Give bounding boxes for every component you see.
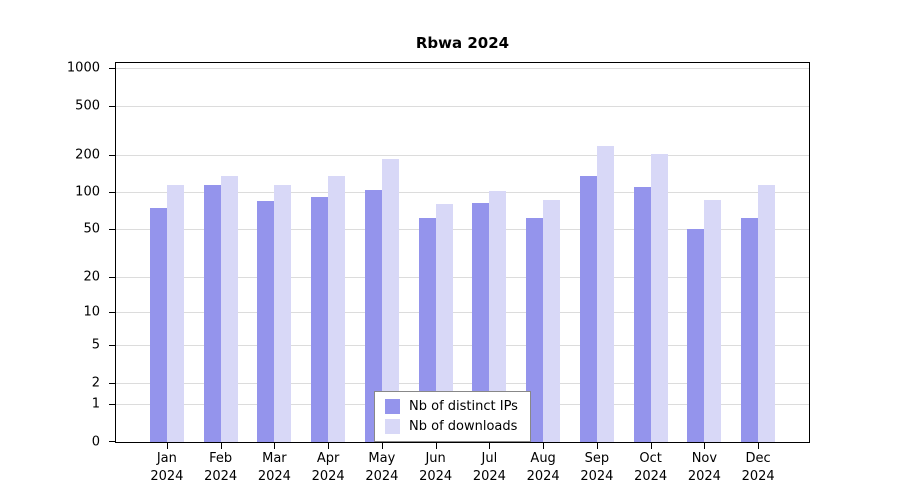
chart-title: Rbwa 2024: [415, 34, 510, 52]
legend-label-distinct-ips: Nb of distinct IPs: [409, 399, 518, 414]
y-axis-labels: 0 1 2 5 10 20 50 100 200 500 1000: [0, 60, 100, 449]
x-tick-label: Aug 2024: [526, 451, 560, 484]
bar-downloads: [381, 159, 399, 442]
bar-distinct-ips: [311, 196, 329, 442]
y-tick-label: 1: [91, 396, 100, 412]
x-tick-label: Mar 2024: [257, 451, 291, 484]
x-axis-tick: [328, 443, 330, 449]
y-tick-label: 20: [83, 269, 100, 285]
bar-distinct-ips: [418, 217, 436, 442]
x-axis-tick: [596, 443, 598, 449]
x-tick-label: Jun 2024: [419, 451, 453, 484]
x-tick-label: Oct 2024: [634, 451, 668, 484]
y-axis-tick: [109, 105, 116, 107]
legend-item-downloads: Nb of downloads: [385, 419, 518, 434]
gridline: [116, 105, 809, 107]
gridline: [116, 68, 809, 70]
y-tick-label: 100: [75, 184, 100, 200]
x-axis-tick: [220, 443, 222, 449]
x-axis-tick: [489, 443, 491, 449]
bar-distinct-ips: [633, 187, 651, 442]
y-tick-label: 10: [83, 304, 100, 320]
bar-distinct-ips: [203, 184, 221, 442]
legend-swatch-distinct-ips: [385, 399, 400, 414]
y-axis-tick: [109, 441, 116, 442]
bar-distinct-ips: [257, 200, 275, 442]
bar-downloads: [650, 153, 668, 442]
x-tick-label: Nov 2024: [687, 451, 721, 484]
y-tick-label: 2: [91, 375, 100, 391]
legend: Nb of distinct IPs Nb of downloads: [374, 391, 531, 442]
x-tick-label: Feb 2024: [204, 451, 238, 484]
y-axis-tick: [109, 312, 116, 314]
x-tick-label: Sep 2024: [580, 451, 614, 484]
y-axis-tick: [109, 404, 116, 406]
x-axis-tick: [543, 443, 545, 449]
bar-downloads: [543, 199, 561, 442]
gridline: [116, 277, 809, 279]
bar-downloads: [596, 146, 614, 442]
y-tick-label: 5: [91, 337, 100, 353]
plot-area: Nb of distinct IPs Nb of downloads: [109, 62, 810, 449]
x-tick-label: Jan 2024: [150, 451, 184, 484]
x-tick-label: Apr 2024: [311, 451, 345, 484]
y-axis-tick: [109, 155, 116, 157]
bar-distinct-ips: [364, 189, 382, 442]
bar-downloads: [704, 199, 722, 442]
y-axis-tick: [109, 229, 116, 231]
gridline: [116, 192, 809, 194]
gridline: [116, 382, 809, 384]
x-axis-tick: [381, 443, 383, 449]
x-axis-tick: [758, 443, 760, 449]
legend-item-distinct-ips: Nb of distinct IPs: [385, 399, 518, 414]
bar-downloads: [435, 204, 453, 442]
y-axis-tick: [109, 192, 116, 194]
y-tick-label: 0: [91, 434, 100, 450]
x-tick-label: Jul 2024: [472, 451, 506, 484]
x-tick-label: May 2024: [365, 451, 399, 484]
gridline: [116, 229, 809, 231]
bar-downloads: [166, 184, 184, 442]
bar-distinct-ips: [526, 217, 544, 442]
bar-distinct-ips: [687, 229, 705, 442]
bar-downloads: [274, 184, 292, 442]
x-axis-tick: [704, 443, 706, 449]
bar-distinct-ips: [472, 202, 490, 442]
bar-downloads: [489, 190, 507, 442]
x-axis-tick: [435, 443, 437, 449]
y-tick-label: 50: [83, 221, 100, 237]
bar-downloads: [328, 176, 346, 442]
y-axis-tick: [109, 382, 116, 384]
legend-swatch-downloads: [385, 419, 400, 434]
bar-distinct-ips: [741, 217, 759, 442]
x-tick-label: Dec 2024: [741, 451, 775, 484]
gridline: [116, 312, 809, 314]
y-tick-label: 200: [75, 147, 100, 163]
x-axis-tick: [274, 443, 276, 449]
y-axis-tick: [109, 345, 116, 347]
gridline: [116, 155, 809, 157]
y-axis-tick: [109, 68, 116, 70]
y-tick-label: 1000: [66, 60, 100, 76]
y-tick-label: 500: [75, 98, 100, 114]
y-axis-tick: [109, 277, 116, 279]
x-axis-tick: [650, 443, 652, 449]
bar-downloads: [220, 176, 238, 442]
legend-label-downloads: Nb of downloads: [409, 419, 518, 434]
bar-downloads: [758, 184, 776, 442]
bar-distinct-ips: [149, 207, 167, 442]
x-axis-tick: [166, 443, 168, 449]
gridline: [116, 345, 809, 347]
x-axis-labels: Jan 2024 Feb 2024 Mar 2024 Apr 2024 May 2024 Jun 20…: [116, 450, 809, 490]
bar-distinct-ips: [579, 176, 597, 442]
